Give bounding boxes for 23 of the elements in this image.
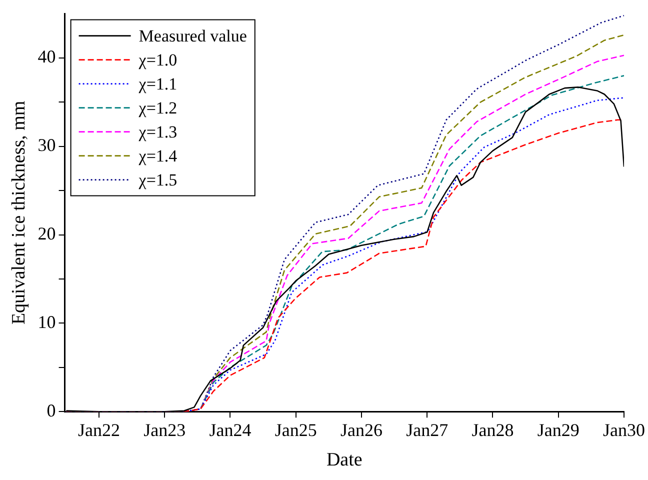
y-tick-label: 20 [38, 224, 56, 244]
legend-label: χ=1.2 [138, 98, 178, 118]
x-tick-label: Jan27 [406, 420, 448, 440]
legend-label: χ=1.5 [138, 170, 178, 190]
legend-label: χ=1.1 [138, 74, 178, 94]
y-tick-label: 10 [38, 312, 56, 332]
y-axis-title: Equivalent ice thickness, mm [8, 100, 30, 325]
legend-label: χ=1.4 [138, 146, 178, 166]
x-tick-label: Jan29 [537, 420, 580, 440]
x-tick-label: Jan28 [472, 420, 514, 440]
legend-label: Measured value [138, 26, 247, 46]
x-tick-label: Jan22 [78, 420, 120, 440]
x-tick-label: Jan24 [209, 420, 252, 440]
legend-label: χ=1.3 [138, 122, 178, 142]
y-tick-label: 30 [38, 135, 56, 156]
x-tick-label: Jan30 [603, 420, 645, 440]
y-tick-label: 40 [38, 46, 56, 67]
y-tick-label: 0 [46, 400, 56, 420]
x-tick-label: Jan23 [144, 420, 186, 440]
x-tick-label: Jan25 [274, 420, 317, 440]
legend-label: χ=1.0 [138, 50, 178, 70]
x-tick-label: Jan26 [340, 420, 382, 440]
x-axis-title: Date [326, 450, 362, 471]
